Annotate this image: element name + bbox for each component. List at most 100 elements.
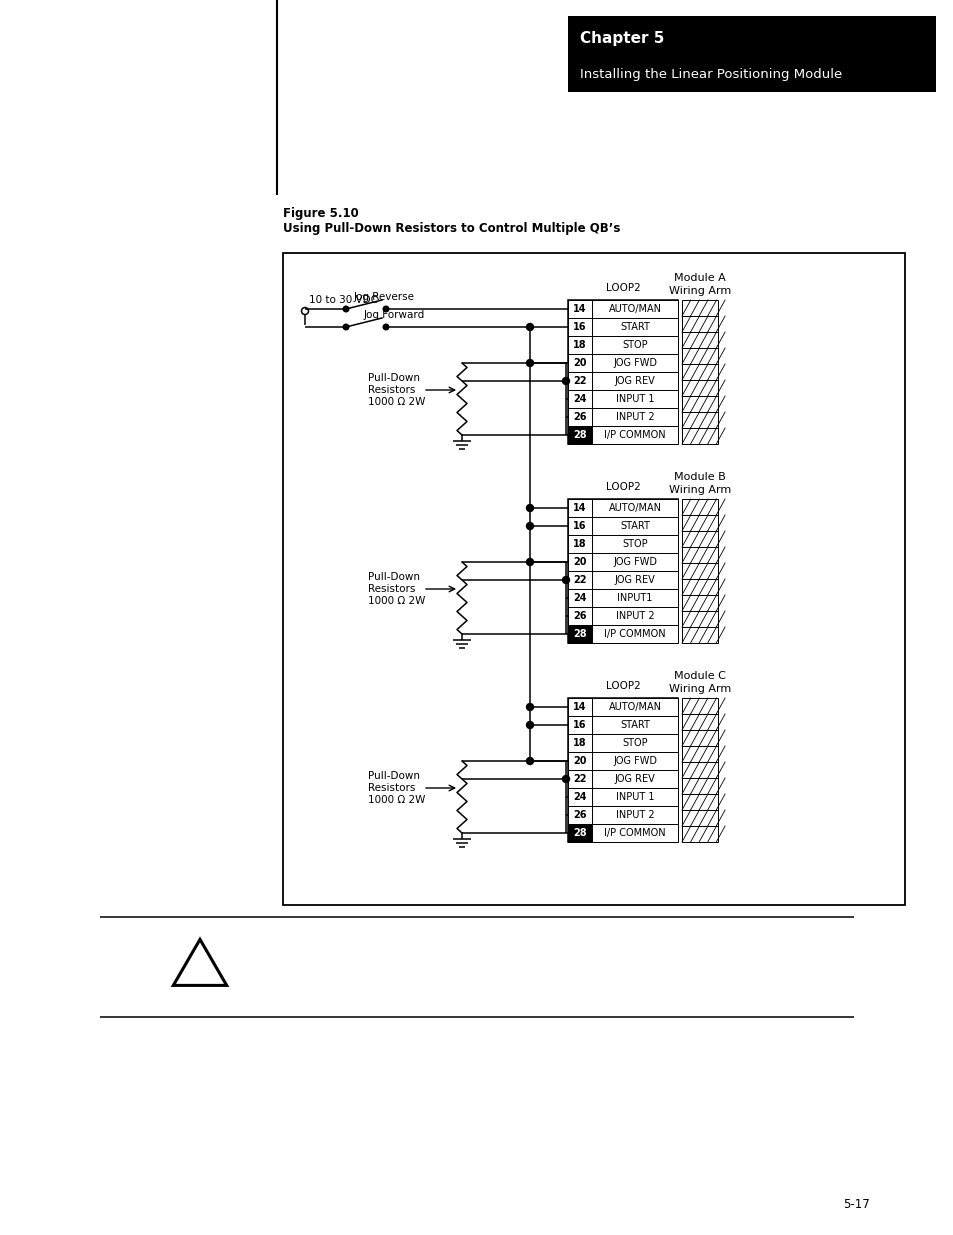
Text: LOOP2: LOOP2 [605,283,639,293]
Circle shape [562,378,569,384]
Text: I/P COMMON: I/P COMMON [603,629,665,638]
Bar [681,698,718,714]
Text: 18: 18 [573,538,586,550]
Bar [567,571,592,589]
Text: Pull-Down: Pull-Down [368,373,419,383]
Bar [592,571,678,589]
Bar [567,824,592,842]
Circle shape [383,306,389,311]
Bar [592,336,678,354]
Bar [592,300,678,317]
Text: LOOP2: LOOP2 [605,680,639,692]
Bar [567,408,592,426]
Bar [567,499,592,517]
Bar [567,698,592,716]
Bar [567,300,678,445]
Text: Resistors: Resistors [368,385,415,395]
Text: Pull-Down: Pull-Down [368,572,419,582]
Text: Wiring Arm: Wiring Arm [668,684,730,694]
Bar [567,354,592,372]
Bar [567,606,592,625]
Bar [681,429,718,445]
Text: INPUT1: INPUT1 [617,593,652,603]
Text: 28: 28 [573,827,586,839]
Bar [567,499,678,643]
Text: 18: 18 [573,739,586,748]
Text: 14: 14 [573,701,586,713]
Text: Module C: Module C [674,671,725,680]
Text: 28: 28 [573,430,586,440]
Text: INPUT 1: INPUT 1 [615,394,654,404]
Text: I/P COMMON: I/P COMMON [603,827,665,839]
Bar [567,716,592,734]
Circle shape [526,721,533,729]
Text: AUTO/MAN: AUTO/MAN [608,701,660,713]
Bar [681,412,718,429]
Text: 22: 22 [573,774,586,784]
Bar [681,499,718,515]
Circle shape [526,505,533,511]
Text: 24: 24 [573,394,586,404]
Text: 18: 18 [573,340,586,350]
Text: JOG REV: JOG REV [614,375,655,387]
Bar [681,531,718,547]
Bar [592,354,678,372]
Text: 16: 16 [573,720,586,730]
Bar [592,535,678,553]
Text: 14: 14 [573,503,586,513]
Polygon shape [173,940,227,986]
Text: 20: 20 [573,557,586,567]
Bar [681,364,718,380]
Bar [283,253,904,905]
Text: 26: 26 [573,810,586,820]
Text: START: START [619,322,649,332]
Text: Jog Forward: Jog Forward [364,310,425,320]
Bar [592,788,678,806]
Bar [567,589,592,606]
Text: Resistors: Resistors [368,584,415,594]
Text: 5-17: 5-17 [842,1198,869,1212]
Bar [592,553,678,571]
Text: 20: 20 [573,358,586,368]
Bar [567,390,592,408]
Bar [681,563,718,579]
Text: JOG REV: JOG REV [614,774,655,784]
Circle shape [343,325,349,330]
Bar [567,300,592,317]
Text: !: ! [193,956,206,983]
Bar [592,752,678,769]
Text: STOP: STOP [621,340,647,350]
Text: JOG FWD: JOG FWD [613,756,657,766]
Bar [681,380,718,396]
Bar [592,589,678,606]
Text: START: START [619,521,649,531]
Bar [592,806,678,824]
Text: Using Pull-Down Resistors to Control Multiple QB’s: Using Pull-Down Resistors to Control Mul… [283,221,619,235]
Text: Wiring Arm: Wiring Arm [668,485,730,495]
Text: 1000 Ω 2W: 1000 Ω 2W [368,396,425,408]
Bar [567,317,592,336]
Text: Figure 5.10: Figure 5.10 [283,206,358,220]
Text: 16: 16 [573,521,586,531]
Text: 26: 26 [573,611,586,621]
Text: INPUT 2: INPUT 2 [615,810,654,820]
Text: 22: 22 [573,576,586,585]
Bar [681,778,718,794]
Bar [592,517,678,535]
Bar [567,535,592,553]
Circle shape [383,325,389,330]
Text: Installing the Linear Positioning Module: Installing the Linear Positioning Module [579,68,841,80]
Bar [681,348,718,364]
Text: INPUT 2: INPUT 2 [615,611,654,621]
Circle shape [526,522,533,530]
Circle shape [562,776,569,783]
Text: INPUT 1: INPUT 1 [615,792,654,802]
Bar [681,826,718,842]
Text: 24: 24 [573,593,586,603]
Text: 28: 28 [573,629,586,638]
Bar [592,317,678,336]
Bar [567,806,592,824]
Bar [681,714,718,730]
Text: START: START [619,720,649,730]
Text: JOG FWD: JOG FWD [613,557,657,567]
